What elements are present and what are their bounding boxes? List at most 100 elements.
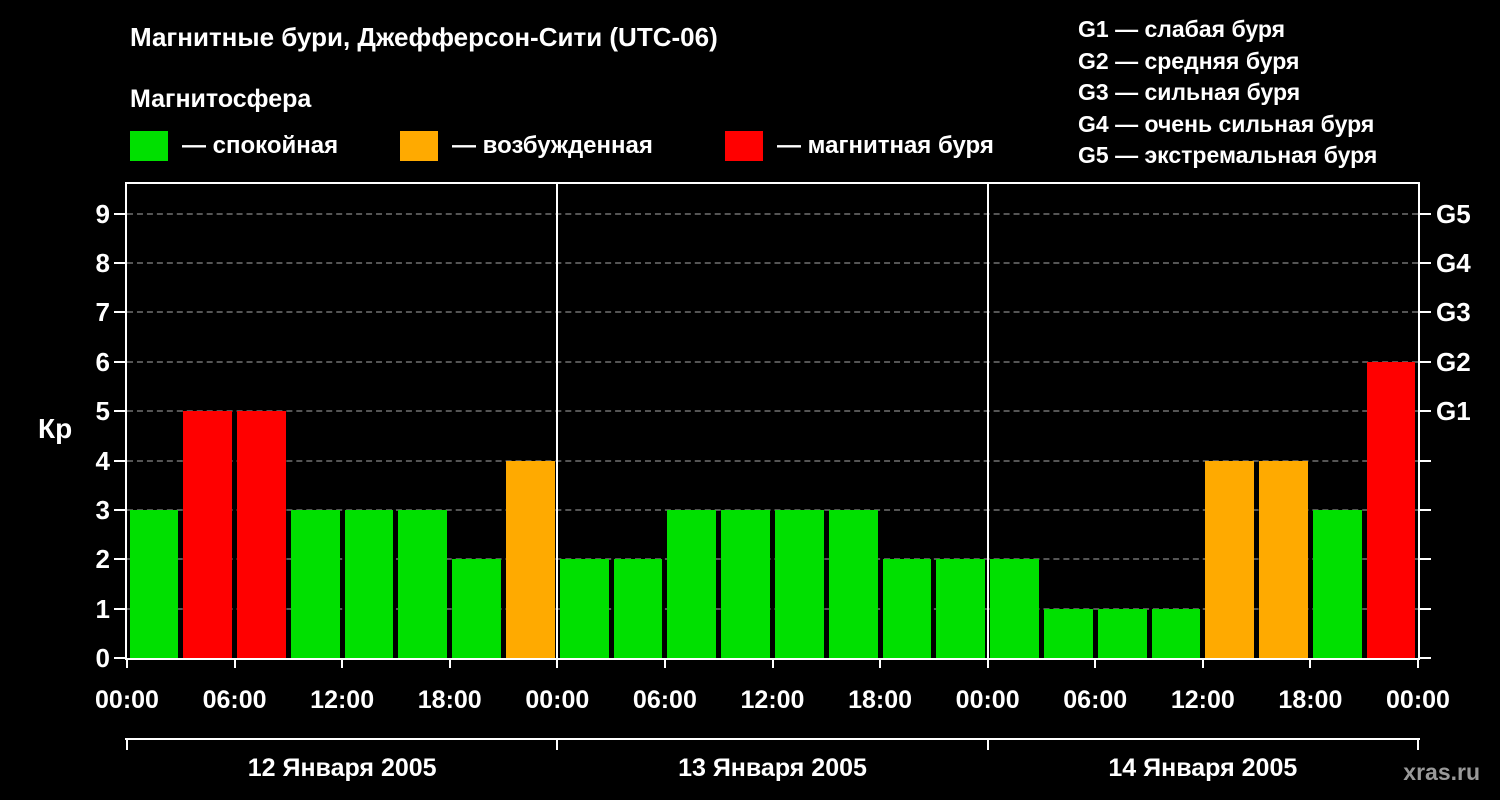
axis-tick (1420, 212, 1431, 215)
grid-line-kp8 (127, 262, 1418, 264)
axis-tick (114, 262, 125, 264)
date-label: 12 Января 2005 (247, 754, 437, 782)
x-axis-tick-label: 06:00 (1063, 686, 1128, 714)
g-legend-line-5: G5 — экстремальная буря (1078, 142, 1378, 168)
x-axis-tick-label: 06:00 (632, 686, 697, 714)
axis-tick (114, 508, 125, 511)
axis-tick (1417, 660, 1419, 668)
axis-tick (1420, 459, 1431, 462)
x-axis-tick-label: 18:00 (417, 686, 482, 714)
axis-tick (1094, 660, 1097, 668)
day-separator (556, 184, 559, 658)
grid-line-kp2 (127, 558, 1418, 561)
kp-bar (290, 509, 340, 658)
axis-tick (114, 657, 125, 659)
chart-title: Магнитные бури, Джефферсон-Сити (UTC-06) (130, 22, 718, 52)
axis-tick (1420, 262, 1431, 264)
x-axis-tick-label: 00:00 (955, 686, 1020, 714)
legend-swatch-storm (725, 131, 763, 161)
kp-bar (1312, 509, 1362, 658)
axis-tick (341, 660, 344, 668)
axis-tick (114, 410, 125, 413)
kp-bar (882, 559, 932, 658)
axis-tick (1420, 410, 1431, 413)
legend-item-quiet: — спокойная (130, 131, 338, 161)
kp-bar (344, 509, 394, 658)
kp-bar (667, 509, 717, 658)
grid-line-kp9 (127, 212, 1418, 215)
kp-bar (828, 509, 878, 658)
kp-bar (990, 559, 1039, 658)
grid-line-kp5 (127, 410, 1418, 413)
axis-tick (1309, 660, 1312, 668)
y-axis-tick-label: 3 (95, 494, 110, 525)
date-label: 13 Января 2005 (678, 754, 867, 782)
y-axis-tick-label: 0 (95, 643, 110, 673)
g-legend-line-2: G2 — средняя буря (1078, 47, 1300, 74)
date-label: 14 Января 2005 (1108, 754, 1298, 782)
grid-line-kp4 (127, 459, 1418, 462)
day-separator (986, 184, 989, 658)
y-axis-tick-label: 7 (95, 297, 110, 328)
grid-line-kp6 (127, 360, 1418, 363)
y-axis-tick-label: 1 (95, 593, 110, 624)
kp-bar (1097, 608, 1147, 658)
axis-tick (663, 660, 666, 668)
date-bracket-tick (556, 738, 559, 750)
x-axis-tick-label: 00:00 (1386, 686, 1450, 714)
legend-item-storm: — магнитная буря (725, 131, 994, 161)
g-scale-label-g4: G4 (1436, 248, 1471, 278)
axis-tick (114, 212, 125, 215)
axis-tick (1420, 607, 1431, 610)
grid-line-kp7 (127, 311, 1418, 314)
g-scale-label-g1: G1 (1436, 396, 1471, 427)
kp-bar (936, 559, 986, 658)
g-scale-legend: G1 — слабая буря G2 — средняя буря G3 — си… (1078, 14, 1377, 172)
x-axis-tick-label: 18:00 (848, 686, 913, 714)
axis-tick (986, 660, 989, 668)
g-legend-line-3: G3 — сильная буря (1078, 79, 1301, 105)
grid-line-kp3 (127, 508, 1418, 511)
kp-bar (398, 509, 448, 658)
kp-bar (1205, 460, 1255, 658)
axis-tick (1420, 508, 1431, 511)
date-bracket-tick (986, 738, 989, 750)
x-axis-tick-label: 00:00 (95, 686, 159, 714)
axis-tick (448, 660, 451, 668)
g-scale-label-g5: G5 (1436, 198, 1471, 229)
kp-bar (613, 559, 663, 658)
axis-tick (114, 558, 125, 561)
y-axis-tick-label: 9 (95, 198, 110, 229)
legend-item-unsettled: — возбужденная (400, 131, 653, 161)
date-bracket-tick (1417, 738, 1419, 750)
g-legend-line-1: G1 — слабая буря (1078, 16, 1286, 42)
x-axis-tick-label: 18:00 (1278, 686, 1343, 714)
kp-bar (237, 411, 286, 658)
date-bracket-tick (126, 738, 128, 750)
kp-bar (1151, 608, 1201, 658)
g-scale-label-g2: G2 (1436, 346, 1471, 377)
legend-label-unsettled: — возбужденная (452, 132, 653, 159)
y-axis-tick-label: 2 (95, 544, 110, 575)
kp-bar (559, 559, 609, 658)
axis-tick (556, 660, 559, 668)
watermark: xras.ru (1403, 759, 1480, 785)
kp-bar (452, 559, 502, 658)
kp-bar (129, 509, 179, 658)
axis-tick (1420, 311, 1431, 314)
y-axis-tick-label: 4 (95, 445, 110, 476)
kp-bar (1259, 460, 1308, 658)
axis-tick (126, 660, 128, 668)
x-axis-tick-label: 12:00 (1170, 686, 1235, 714)
legend-label-quiet: — спокойная (182, 132, 339, 159)
g-scale-label-g3: G3 (1436, 297, 1471, 328)
axis-tick (1420, 657, 1431, 659)
axis-tick (771, 660, 774, 668)
x-axis-tick-label: 12:00 (310, 686, 375, 714)
legend-label-storm: — магнитная буря (777, 132, 994, 159)
axis-tick (1201, 660, 1204, 668)
plot-area (125, 182, 1420, 660)
kp-bar (183, 411, 233, 658)
kp-bar (1043, 608, 1093, 658)
axis-tick (1420, 360, 1431, 363)
